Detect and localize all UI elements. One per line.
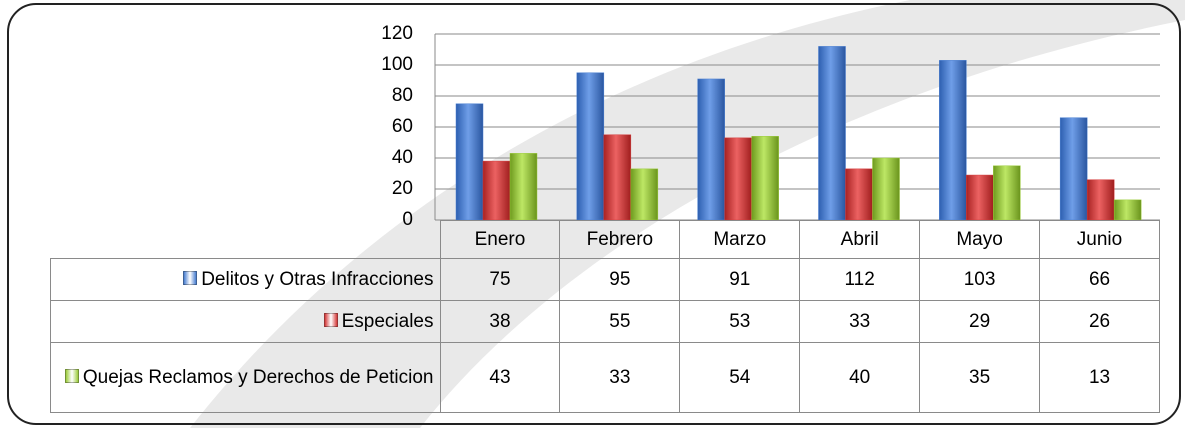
bar bbox=[603, 134, 632, 221]
legend-label: Especiales bbox=[341, 310, 434, 332]
table-value: 38 bbox=[439, 300, 561, 343]
legend-entry: Delitos y Otras Infracciones bbox=[50, 258, 441, 301]
table-value: 91 bbox=[679, 258, 801, 301]
table-value: 53 bbox=[679, 300, 801, 343]
bar bbox=[1086, 179, 1115, 221]
x-tick-label: Abril bbox=[799, 220, 921, 259]
table-value: 55 bbox=[559, 300, 681, 343]
table-value: 54 bbox=[679, 342, 801, 413]
bar bbox=[751, 136, 779, 221]
bar bbox=[724, 137, 752, 221]
x-tick-label: Mayo bbox=[919, 220, 1041, 259]
y-tick-label: 0 bbox=[402, 209, 413, 230]
bar bbox=[939, 60, 967, 221]
y-tick-label: 60 bbox=[392, 116, 413, 137]
bar bbox=[576, 72, 605, 221]
table-value: 33 bbox=[559, 342, 681, 413]
y-tick-label: 120 bbox=[381, 23, 413, 44]
table-value: 75 bbox=[439, 258, 561, 301]
legend-label: Delitos y Otras Infracciones bbox=[201, 268, 434, 290]
table-value: 103 bbox=[919, 258, 1041, 301]
bar bbox=[630, 168, 659, 221]
bar bbox=[818, 46, 846, 221]
bar bbox=[966, 174, 994, 221]
x-tick-label: Enero bbox=[439, 220, 561, 259]
table-value: 13 bbox=[1039, 342, 1160, 413]
y-tick-label: 100 bbox=[381, 54, 413, 75]
legend-swatch bbox=[183, 270, 198, 285]
table-value: 112 bbox=[799, 258, 921, 301]
bar bbox=[1059, 117, 1088, 221]
table-value: 43 bbox=[439, 342, 561, 413]
y-tick-label: 20 bbox=[392, 178, 413, 199]
bar bbox=[482, 160, 511, 221]
table-value: 29 bbox=[919, 300, 1041, 343]
y-tick-label: 80 bbox=[392, 85, 413, 106]
bar bbox=[845, 168, 873, 221]
table-row: Quejas Reclamos y Derechos de Peticion 43… bbox=[50, 342, 1160, 413]
data-table: Enero Febrero Marzo Abril Mayo Junio Delitos y… bbox=[50, 220, 1160, 413]
table-value: 66 bbox=[1039, 258, 1160, 301]
x-tick-label: Marzo bbox=[679, 220, 801, 259]
x-tick-label: Febrero bbox=[559, 220, 681, 259]
legend-swatch bbox=[323, 312, 338, 327]
table-header-row: Enero Febrero Marzo Abril Mayo Junio bbox=[50, 220, 1160, 259]
table-value: 33 bbox=[799, 300, 921, 343]
bar bbox=[993, 165, 1021, 221]
x-tick-label: Junio bbox=[1039, 220, 1160, 259]
legend-entry: Quejas Reclamos y Derechos de Peticion bbox=[50, 342, 441, 413]
legend-label: Quejas Reclamos y Derechos de Peticion bbox=[82, 366, 434, 388]
table-value: 40 bbox=[799, 342, 921, 413]
legend-swatch bbox=[64, 368, 79, 383]
bar bbox=[1113, 199, 1142, 221]
legend-entry: Especiales bbox=[50, 300, 441, 343]
y-tick-label: 40 bbox=[392, 147, 413, 168]
table-value: 35 bbox=[919, 342, 1041, 413]
table-corner bbox=[50, 220, 441, 259]
bar bbox=[697, 78, 725, 221]
bar bbox=[455, 103, 484, 221]
bar bbox=[872, 157, 900, 221]
bar bbox=[509, 153, 538, 221]
frame-border bbox=[7, 3, 1181, 425]
table-value: 26 bbox=[1039, 300, 1160, 343]
table-row: Delitos y Otras Infracciones 75 95 91 112 103… bbox=[50, 258, 1160, 301]
table-value: 95 bbox=[559, 258, 681, 301]
table-row: Especiales 38 55 53 33 29 26 bbox=[50, 300, 1160, 343]
